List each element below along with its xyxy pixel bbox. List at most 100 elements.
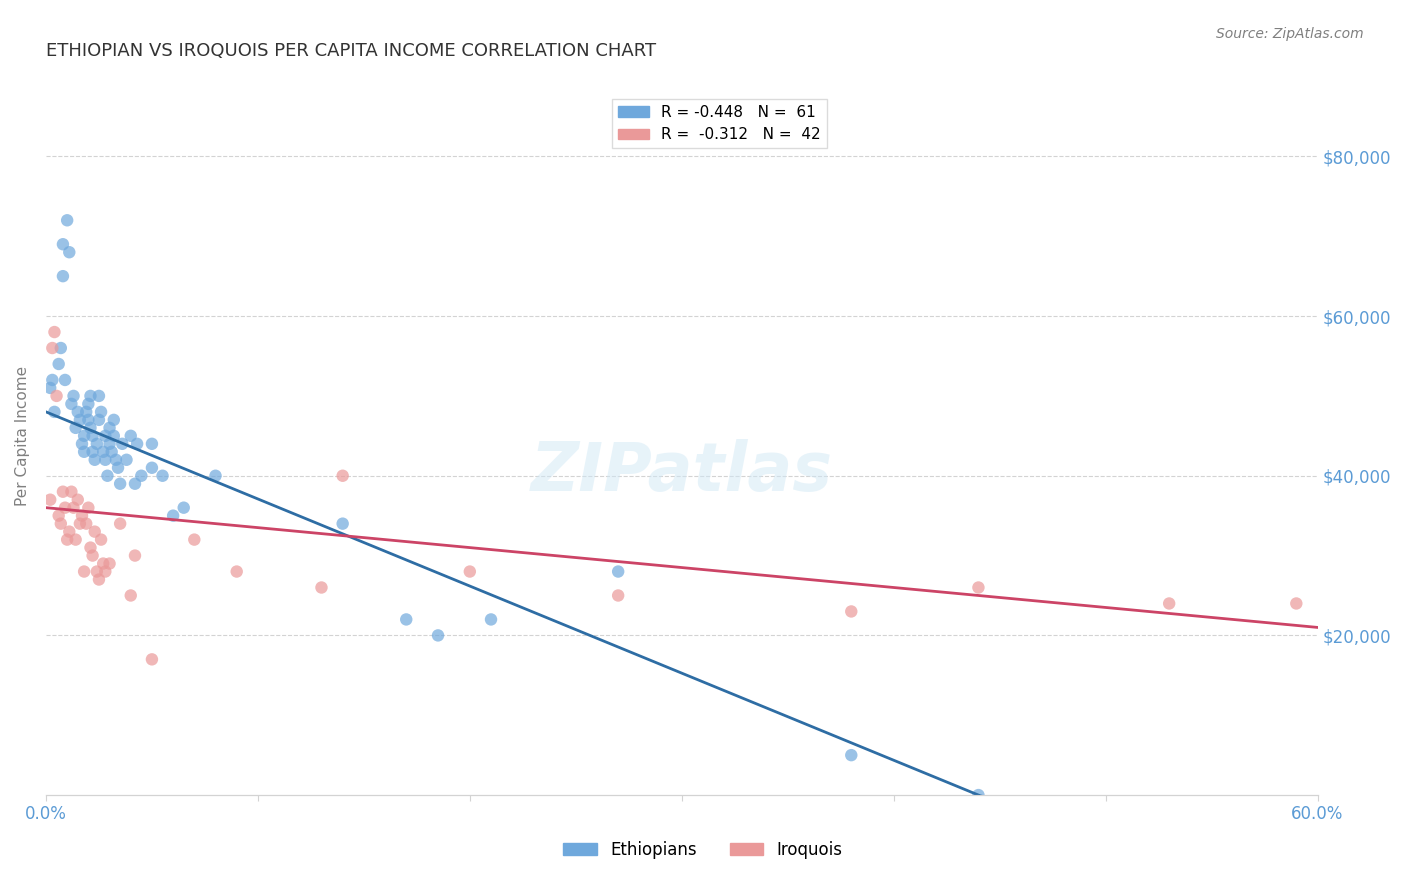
Point xyxy=(173,500,195,515)
Point xyxy=(65,533,87,547)
Point xyxy=(69,516,91,531)
Point xyxy=(56,213,79,227)
Point xyxy=(127,437,149,451)
Point xyxy=(48,508,70,523)
Point xyxy=(66,492,89,507)
Point xyxy=(86,437,108,451)
Y-axis label: Per Capita Income: Per Capita Income xyxy=(15,366,30,506)
Point xyxy=(332,468,354,483)
Point xyxy=(70,508,93,523)
Point xyxy=(225,565,247,579)
Point xyxy=(73,565,96,579)
Text: Source: ZipAtlas.com: Source: ZipAtlas.com xyxy=(1216,27,1364,41)
Point xyxy=(69,413,91,427)
Point xyxy=(58,245,80,260)
Point xyxy=(39,381,62,395)
Point xyxy=(91,444,114,458)
Point xyxy=(41,341,63,355)
Point xyxy=(98,437,121,451)
Point xyxy=(62,500,84,515)
Point xyxy=(87,573,110,587)
Point xyxy=(82,549,104,563)
Point xyxy=(607,565,630,579)
Point xyxy=(115,452,138,467)
Point xyxy=(124,476,146,491)
Point xyxy=(52,237,75,252)
Point xyxy=(120,589,142,603)
Point xyxy=(45,389,67,403)
Point xyxy=(73,429,96,443)
Point xyxy=(52,269,75,284)
Point xyxy=(58,524,80,539)
Text: ZIPatlas: ZIPatlas xyxy=(530,439,832,505)
Point xyxy=(98,421,121,435)
Point xyxy=(66,405,89,419)
Point xyxy=(44,405,66,419)
Point xyxy=(479,612,502,626)
Point xyxy=(83,452,105,467)
Point xyxy=(79,421,101,435)
Point xyxy=(607,589,630,603)
Point xyxy=(48,357,70,371)
Point xyxy=(1285,597,1308,611)
Point xyxy=(458,565,481,579)
Point xyxy=(311,581,333,595)
Point xyxy=(107,460,129,475)
Point xyxy=(427,628,450,642)
Point xyxy=(86,565,108,579)
Point xyxy=(103,413,125,427)
Point xyxy=(332,516,354,531)
Point xyxy=(108,476,131,491)
Text: ETHIOPIAN VS IROQUOIS PER CAPITA INCOME CORRELATION CHART: ETHIOPIAN VS IROQUOIS PER CAPITA INCOME … xyxy=(46,42,657,60)
Point xyxy=(62,389,84,403)
Point xyxy=(1159,597,1181,611)
Point xyxy=(44,325,66,339)
Point xyxy=(967,581,990,595)
Point xyxy=(94,565,117,579)
Point xyxy=(53,500,76,515)
Point xyxy=(94,452,117,467)
Point xyxy=(204,468,226,483)
Point xyxy=(87,389,110,403)
Point xyxy=(183,533,205,547)
Point xyxy=(79,389,101,403)
Point xyxy=(49,341,72,355)
Point xyxy=(79,541,101,555)
Point xyxy=(52,484,75,499)
Point xyxy=(96,468,118,483)
Point xyxy=(839,604,862,618)
Point xyxy=(100,444,122,458)
Point xyxy=(124,549,146,563)
Point xyxy=(90,405,112,419)
Legend: R = -0.448   N =  61, R =  -0.312   N =  42: R = -0.448 N = 61, R = -0.312 N = 42 xyxy=(612,99,827,148)
Point xyxy=(162,508,184,523)
Point xyxy=(53,373,76,387)
Point xyxy=(111,437,134,451)
Point xyxy=(77,500,100,515)
Point xyxy=(94,429,117,443)
Point xyxy=(77,397,100,411)
Point xyxy=(83,524,105,539)
Point xyxy=(65,421,87,435)
Point xyxy=(131,468,153,483)
Point xyxy=(82,444,104,458)
Point xyxy=(98,557,121,571)
Point xyxy=(41,373,63,387)
Point xyxy=(141,437,163,451)
Point xyxy=(395,612,418,626)
Point xyxy=(70,437,93,451)
Point xyxy=(39,492,62,507)
Point xyxy=(56,533,79,547)
Point xyxy=(77,413,100,427)
Point xyxy=(87,413,110,427)
Point xyxy=(839,748,862,763)
Point xyxy=(91,557,114,571)
Point xyxy=(141,652,163,666)
Point xyxy=(90,533,112,547)
Legend: Ethiopians, Iroquois: Ethiopians, Iroquois xyxy=(557,835,849,866)
Point xyxy=(49,516,72,531)
Point xyxy=(75,405,97,419)
Point xyxy=(141,460,163,475)
Point xyxy=(75,516,97,531)
Point xyxy=(73,444,96,458)
